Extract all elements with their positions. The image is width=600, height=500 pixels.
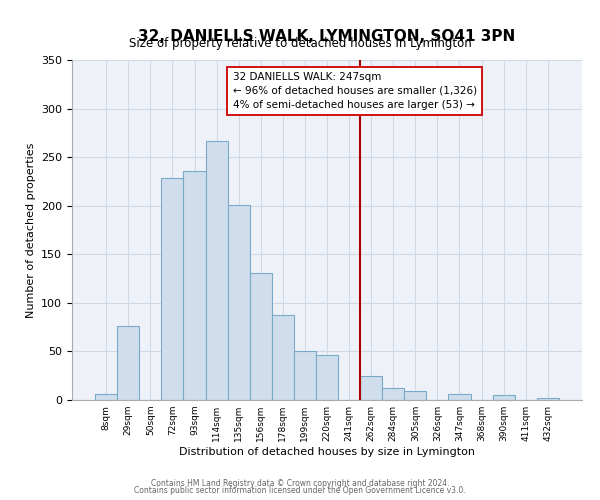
Bar bbox=[95, 394, 117, 400]
Bar bbox=[250, 272, 272, 400]
Bar bbox=[404, 392, 427, 400]
X-axis label: Distribution of detached houses by size in Lymington: Distribution of detached houses by size … bbox=[179, 447, 475, 457]
Bar bbox=[448, 394, 470, 400]
Bar bbox=[294, 352, 316, 400]
Text: Contains public sector information licensed under the Open Government Licence v3: Contains public sector information licen… bbox=[134, 486, 466, 495]
Bar bbox=[206, 140, 227, 400]
Bar bbox=[117, 326, 139, 400]
Bar bbox=[161, 178, 184, 400]
Bar bbox=[537, 398, 559, 400]
Title: 32, DANIELLS WALK, LYMINGTON, SO41 3PN: 32, DANIELLS WALK, LYMINGTON, SO41 3PN bbox=[139, 28, 515, 44]
Bar bbox=[272, 314, 294, 400]
Bar bbox=[493, 395, 515, 400]
Bar bbox=[360, 376, 382, 400]
Text: Contains HM Land Registry data © Crown copyright and database right 2024.: Contains HM Land Registry data © Crown c… bbox=[151, 478, 449, 488]
Text: Size of property relative to detached houses in Lymington: Size of property relative to detached ho… bbox=[128, 38, 472, 51]
Text: 32 DANIELLS WALK: 247sqm
← 96% of detached houses are smaller (1,326)
4% of semi: 32 DANIELLS WALK: 247sqm ← 96% of detach… bbox=[233, 72, 477, 110]
Bar bbox=[227, 204, 250, 400]
Y-axis label: Number of detached properties: Number of detached properties bbox=[26, 142, 35, 318]
Bar bbox=[184, 170, 206, 400]
Bar bbox=[316, 356, 338, 400]
Bar bbox=[382, 388, 404, 400]
